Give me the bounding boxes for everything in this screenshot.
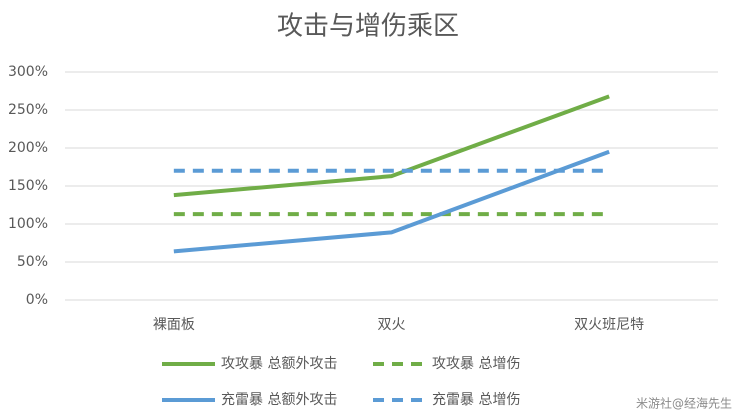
x-tick-label: 裸面板 — [153, 317, 195, 333]
y-tick-label: 250% — [8, 102, 48, 118]
y-tick-label: 150% — [8, 178, 48, 194]
series-line — [173, 149, 610, 254]
y-tick-label: 200% — [8, 140, 48, 156]
legend-label: 充雷暴 总额外攻击 — [221, 392, 337, 408]
legend-label: 攻攻暴 总额外攻击 — [221, 356, 337, 372]
legend-label: 充雷暴 总增伤 — [432, 392, 520, 408]
series-line — [173, 94, 610, 198]
y-tick-label: 50% — [17, 254, 48, 270]
y-tick-label: 100% — [8, 216, 48, 232]
legend-label: 攻攻暴 总增伤 — [432, 356, 520, 372]
y-tick-label: 0% — [26, 292, 48, 308]
watermark: 米游社@经海先生 — [636, 396, 732, 411]
y-tick-label: 300% — [8, 64, 48, 80]
chart-title: 攻击与增伤乘区 — [277, 12, 459, 42]
x-tick-label: 双火 — [378, 317, 406, 333]
x-tick-label: 双火班尼特 — [574, 317, 644, 333]
